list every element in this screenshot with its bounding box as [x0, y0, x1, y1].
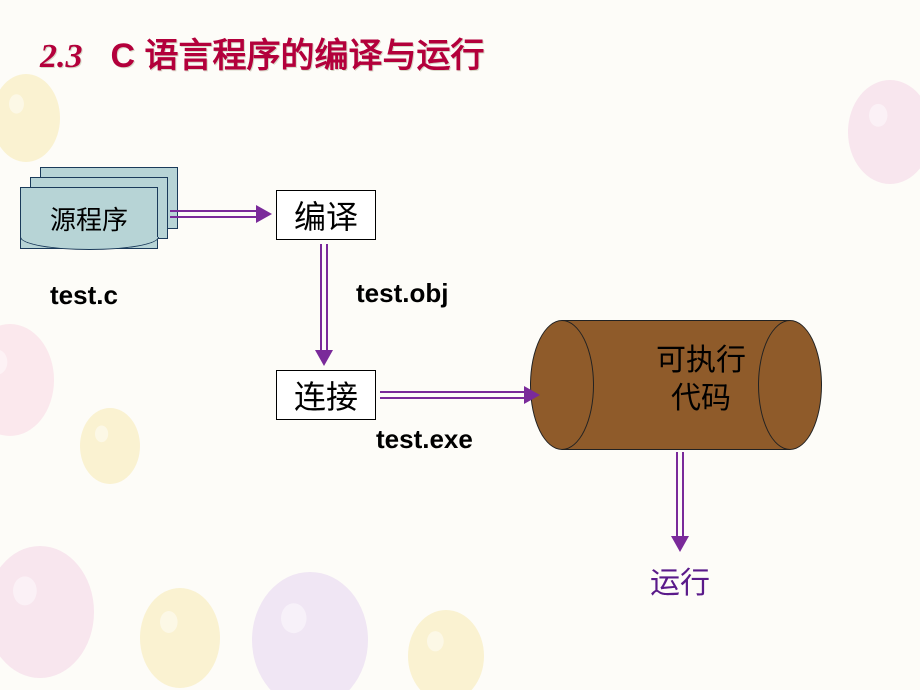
exe-line2: 代码 [671, 382, 731, 415]
exe-line1: 可执行 [656, 344, 746, 377]
flow-diagram: 源程序 test.c 编译 test.obj 连接 test.exe 可执行 代… [0, 0, 920, 690]
executable-label: 可执行 代码 [600, 342, 802, 417]
